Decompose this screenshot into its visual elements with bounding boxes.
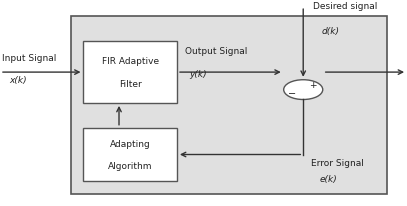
Text: −: − — [289, 89, 297, 98]
Text: FIR Adaptive: FIR Adaptive — [102, 57, 159, 66]
Text: Algorithm: Algorithm — [108, 162, 153, 171]
Circle shape — [284, 80, 323, 99]
Text: Input Signal: Input Signal — [2, 54, 57, 63]
Text: +: + — [309, 81, 317, 90]
Text: Filter: Filter — [119, 80, 142, 89]
Text: x(k): x(k) — [9, 76, 27, 85]
Text: Error Signal: Error Signal — [311, 159, 364, 168]
Bar — [71, 16, 387, 194]
Text: y(k): y(k) — [189, 70, 207, 79]
Text: Output Signal: Output Signal — [185, 47, 247, 56]
Text: Adapting: Adapting — [110, 140, 151, 149]
Bar — [83, 41, 177, 103]
Bar — [83, 128, 177, 181]
Text: Desired signal: Desired signal — [313, 2, 378, 11]
Text: e(k): e(k) — [319, 175, 337, 184]
Text: d(k): d(k) — [322, 27, 339, 36]
